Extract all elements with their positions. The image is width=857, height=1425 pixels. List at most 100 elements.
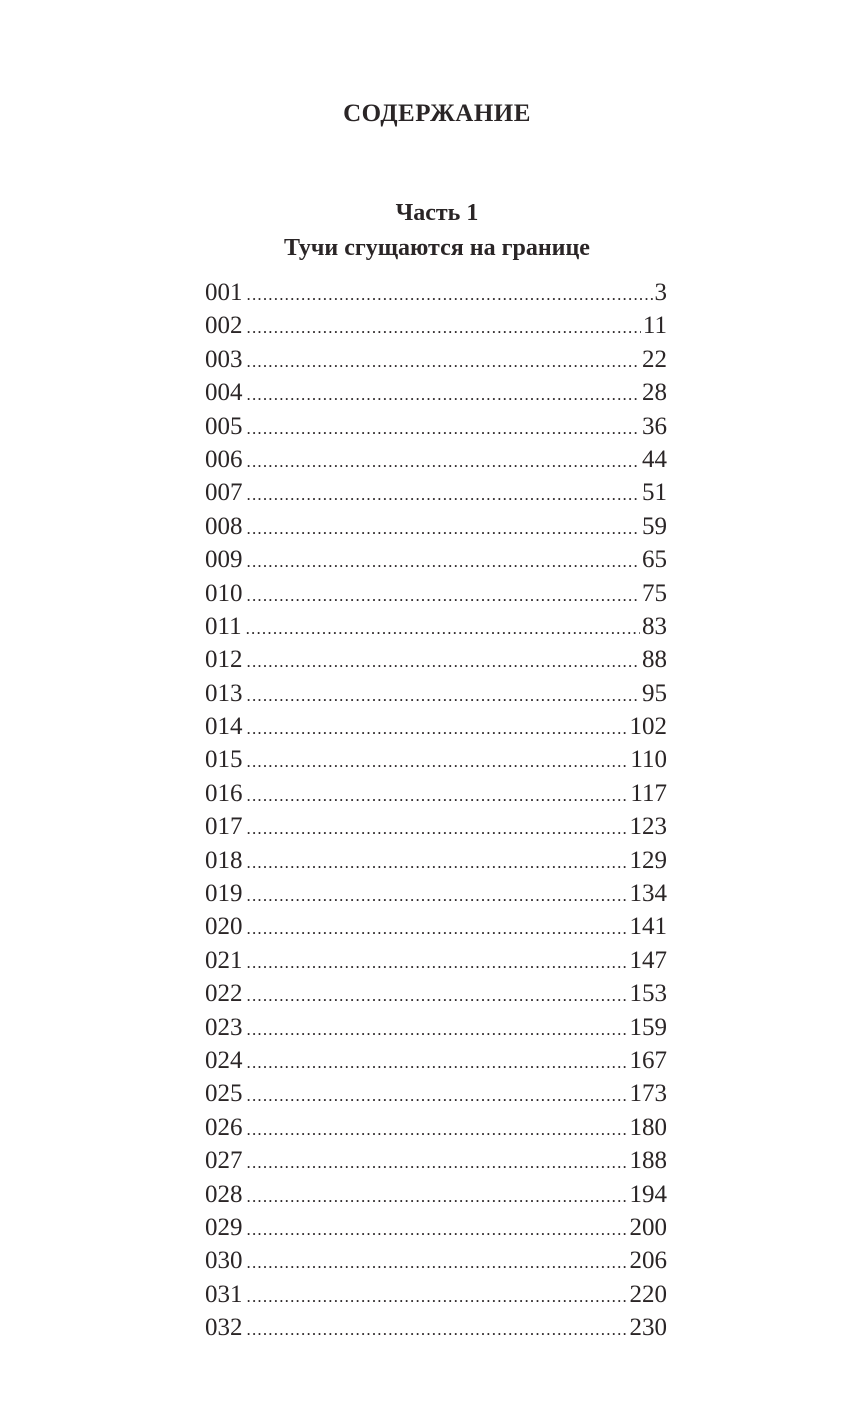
toc-entry[interactable]: 003.....................................…: [205, 343, 667, 376]
page-number: 59: [642, 512, 667, 540]
dot-leader: ........................................…: [246, 919, 628, 939]
dot-leader: ........................................…: [246, 1119, 628, 1139]
chapter-number: 010: [205, 579, 243, 607]
page-number: 110: [630, 746, 667, 774]
chapter-number: 023: [205, 1013, 243, 1041]
page-number: 102: [629, 713, 668, 741]
toc-entry[interactable]: 016.....................................…: [205, 777, 667, 810]
chapter-number: 007: [205, 479, 243, 507]
toc-entry[interactable]: 002.....................................…: [205, 309, 667, 342]
chapter-number: 020: [205, 913, 243, 941]
page-number: 188: [629, 1147, 668, 1175]
dot-leader: ........................................…: [246, 418, 641, 438]
chapter-number: 028: [205, 1180, 243, 1208]
page-number: 88: [642, 646, 667, 674]
toc-entry[interactable]: 017.....................................…: [205, 810, 667, 843]
dot-leader: ........................................…: [246, 585, 641, 605]
dot-leader: ........................................…: [246, 886, 628, 906]
toc-entry[interactable]: 010.....................................…: [205, 577, 667, 610]
chapter-number: 026: [205, 1113, 243, 1141]
dot-leader: ........................................…: [246, 752, 629, 772]
dot-leader: ........................................…: [246, 819, 628, 839]
toc-entry[interactable]: 022.....................................…: [205, 977, 667, 1010]
chapter-number: 015: [205, 746, 243, 774]
dot-leader: ........................................…: [246, 1086, 628, 1106]
toc-entry[interactable]: 008.....................................…: [205, 510, 667, 543]
page-number: 147: [629, 946, 668, 974]
toc-entry[interactable]: 027.....................................…: [205, 1144, 667, 1177]
page-number: 194: [629, 1180, 668, 1208]
page-number: 180: [629, 1113, 668, 1141]
dot-leader: ........................................…: [246, 351, 641, 371]
toc-entry[interactable]: 014.....................................…: [205, 710, 667, 743]
dot-leader: ........................................…: [246, 318, 641, 338]
toc-entry[interactable]: 031.....................................…: [205, 1278, 667, 1311]
dot-leader: ........................................…: [246, 385, 641, 405]
chapter-number: 027: [205, 1147, 243, 1175]
chapter-number: 004: [205, 379, 243, 407]
toc-entry[interactable]: 032.....................................…: [205, 1311, 667, 1344]
toc-entry[interactable]: 030.....................................…: [205, 1244, 667, 1277]
page-number: 200: [629, 1213, 668, 1241]
toc-entry[interactable]: 001.....................................…: [205, 276, 667, 309]
toc-entry[interactable]: 029.....................................…: [205, 1211, 667, 1244]
dot-leader: ........................................…: [246, 1052, 628, 1072]
page-number: 3: [654, 279, 668, 306]
dot-leader: ........................................…: [246, 652, 641, 672]
chapter-number: 014: [205, 713, 243, 741]
page-title: СОДЕРЖАНИЕ: [343, 100, 531, 127]
chapter-number: 022: [205, 980, 243, 1008]
chapter-number: 006: [205, 445, 243, 473]
toc-entry[interactable]: 026.....................................…: [205, 1111, 667, 1144]
chapter-number: 019: [205, 880, 243, 908]
toc-entry[interactable]: 024.....................................…: [205, 1044, 667, 1077]
chapter-number: 008: [205, 512, 243, 540]
toc-entry[interactable]: 021.....................................…: [205, 944, 667, 977]
chapter-number: 031: [205, 1280, 243, 1308]
dot-leader: ........................................…: [246, 518, 641, 538]
chapter-number: 011: [205, 612, 242, 640]
page-number: 129: [629, 846, 668, 874]
toc-entry[interactable]: 020.....................................…: [205, 910, 667, 943]
dot-leader: ........................................…: [246, 1019, 628, 1039]
toc-entry[interactable]: 013.....................................…: [205, 677, 667, 710]
toc-entry[interactable]: 004.....................................…: [205, 376, 667, 409]
chapter-number: 009: [205, 546, 243, 574]
chapter-number: 021: [205, 946, 243, 974]
dot-leader: ........................................…: [246, 1253, 628, 1273]
toc-entry[interactable]: 012.....................................…: [205, 643, 667, 676]
chapter-number: 001: [205, 279, 243, 306]
toc-entry[interactable]: 007.....................................…: [205, 476, 667, 509]
chapter-number: 016: [205, 779, 243, 807]
chapter-number: 025: [205, 1080, 243, 1108]
page-number: 44: [642, 445, 667, 473]
page-number: 153: [629, 980, 668, 1008]
page-number: 65: [642, 546, 667, 574]
toc-entry[interactable]: 019.....................................…: [205, 877, 667, 910]
chapter-number: 029: [205, 1213, 243, 1241]
page-number: 159: [629, 1013, 668, 1041]
toc-entry[interactable]: 023.....................................…: [205, 1011, 667, 1044]
dot-leader: ........................................…: [246, 785, 629, 805]
page-number: 123: [629, 813, 668, 841]
dot-leader: ........................................…: [246, 1320, 628, 1340]
toc-entry[interactable]: 018.....................................…: [205, 844, 667, 877]
chapter-number: 030: [205, 1247, 243, 1275]
dot-leader: ........................................…: [246, 952, 628, 972]
chapter-number: 018: [205, 846, 243, 874]
dot-leader: ........................................…: [246, 552, 641, 572]
chapter-number: 017: [205, 813, 243, 841]
part-label: Часть 1: [395, 200, 479, 226]
toc-entry[interactable]: 011.....................................…: [205, 610, 667, 643]
toc-entry[interactable]: 015.....................................…: [205, 743, 667, 776]
dot-leader: ........................................…: [246, 1153, 628, 1173]
page-number: 167: [629, 1046, 668, 1074]
toc-entry[interactable]: 005.....................................…: [205, 410, 667, 443]
dot-leader: ........................................…: [246, 1219, 628, 1239]
toc-entry[interactable]: 006.....................................…: [205, 443, 667, 476]
page-number: 230: [629, 1314, 668, 1342]
toc-entry[interactable]: 025.....................................…: [205, 1077, 667, 1110]
toc-entry[interactable]: 028.....................................…: [205, 1178, 667, 1211]
toc-entry[interactable]: 009.....................................…: [205, 543, 667, 576]
page-number: 117: [630, 779, 667, 807]
